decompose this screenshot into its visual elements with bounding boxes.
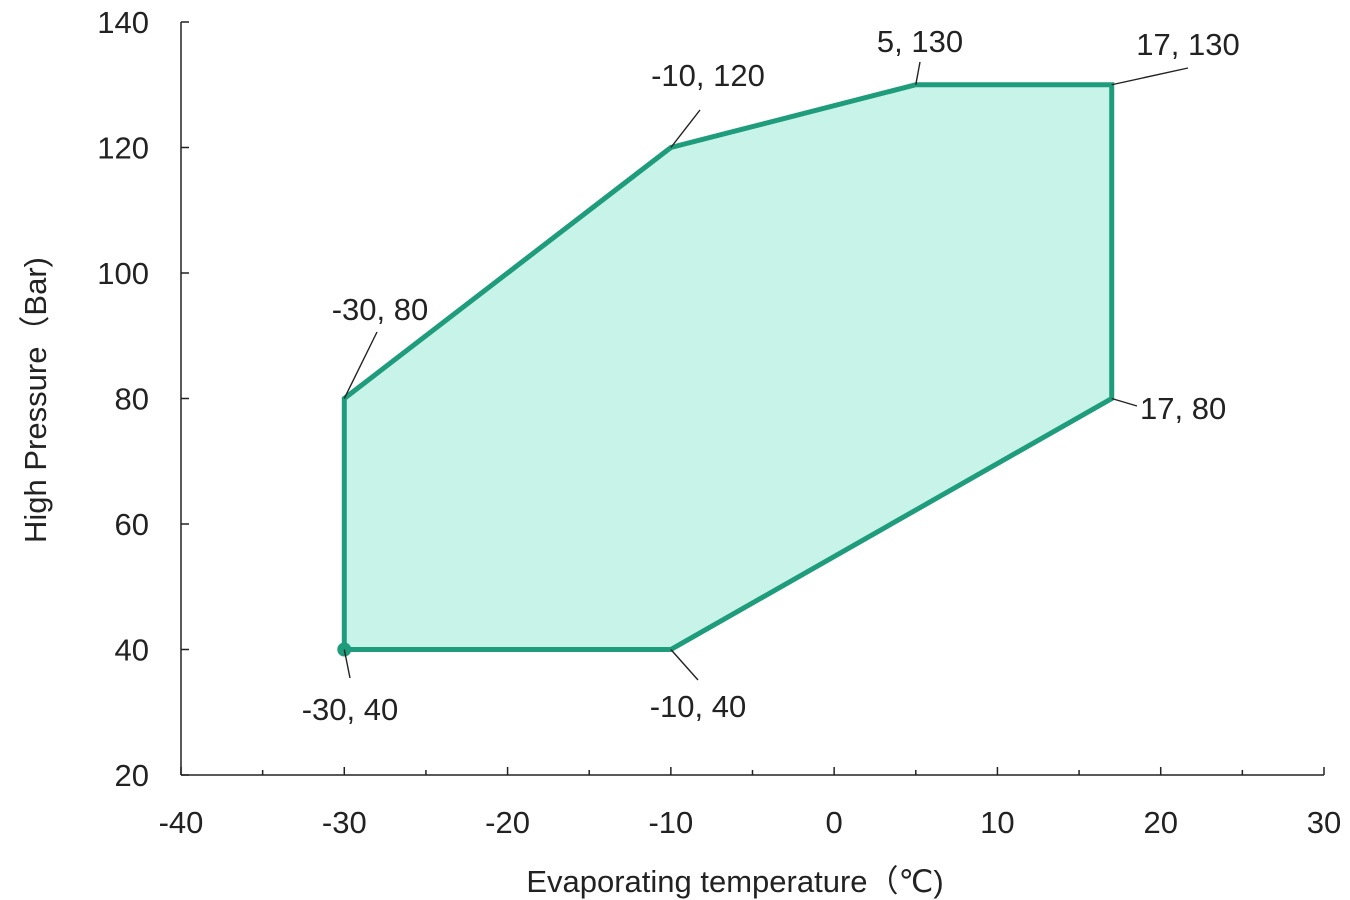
point-label: -30, 80 bbox=[332, 292, 429, 327]
y-tick-label: 140 bbox=[97, 5, 149, 40]
point-label: -30, 40 bbox=[302, 692, 399, 727]
point-labels: -30, 40 -30, 80 -10, 120 5, 130 17, 130 17, 8… bbox=[302, 24, 1240, 727]
point-label: 17, 80 bbox=[1140, 391, 1226, 426]
x-tick-label: 0 bbox=[826, 805, 843, 840]
point-label: 17, 130 bbox=[1136, 27, 1239, 62]
point-label: -10, 120 bbox=[651, 58, 765, 93]
point-label-leader bbox=[1111, 397, 1138, 407]
point-label-leader bbox=[343, 331, 378, 399]
y-tick-label: 20 bbox=[115, 758, 149, 793]
point-label-leader bbox=[343, 649, 351, 679]
x-tick-label: 20 bbox=[1143, 805, 1177, 840]
x-axis-title: Evaporating temperature（℃) bbox=[526, 864, 943, 899]
x-tick-label: 30 bbox=[1307, 805, 1341, 840]
x-tick-label: -10 bbox=[648, 805, 693, 840]
point-label-leader bbox=[1111, 67, 1189, 86]
x-tick-label: 10 bbox=[980, 805, 1014, 840]
y-axis-title: High Pressure（Bar) bbox=[18, 257, 53, 543]
point-label-leader bbox=[670, 109, 701, 148]
y-tick-label: 60 bbox=[115, 507, 149, 542]
x-tick-label: -20 bbox=[485, 805, 530, 840]
point-label-leader bbox=[670, 649, 699, 681]
point-label-leader bbox=[915, 61, 921, 85]
envelope-area bbox=[341, 82, 1115, 652]
x-tick-label: -40 bbox=[159, 805, 204, 840]
point-label: -10, 40 bbox=[650, 689, 747, 724]
plot-area bbox=[337, 82, 1115, 657]
point-label: 5, 130 bbox=[877, 24, 963, 59]
axes: -40 -30 -20 -10 0 10 20 30 20 40 60 80 100 120 140 bbox=[97, 5, 1341, 840]
y-tick-label: 120 bbox=[97, 131, 149, 166]
y-tick-label: 100 bbox=[97, 256, 149, 291]
x-tick-label: -30 bbox=[322, 805, 367, 840]
y-tick-label: 80 bbox=[115, 382, 149, 417]
y-tick-label: 40 bbox=[115, 633, 149, 668]
